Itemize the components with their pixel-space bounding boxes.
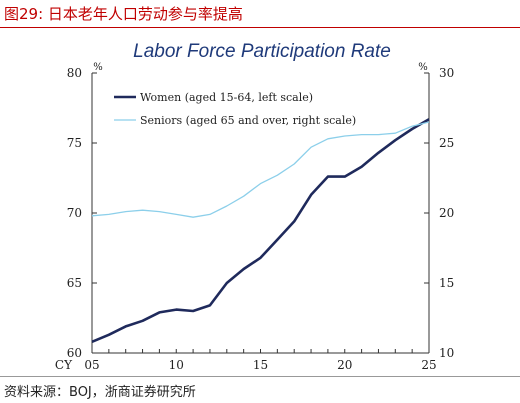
left-tick-label: 60 (67, 346, 82, 360)
x-tick-label: 15 (253, 358, 268, 372)
legend-label: Seniors (aged 65 and over, right scale) (140, 114, 356, 127)
chart-axes: % % 60 65 70 75 80 10 15 20 25 30 05 10 15 20 25 CY (55, 62, 454, 372)
chart-title: Labor Force Participation Rate (133, 41, 391, 62)
left-tick-label: 70 (67, 206, 82, 220)
source-divider (0, 376, 520, 377)
left-tick-label: 65 (67, 276, 82, 290)
right-tick-label: 15 (439, 276, 454, 290)
x-tick-label: 25 (421, 358, 436, 372)
right-tick-label: 30 (439, 66, 454, 80)
series-line-women (91, 118, 430, 343)
left-tick-label: 75 (67, 136, 82, 150)
right-tick-label: 10 (439, 346, 454, 360)
left-tick-label: 80 (67, 66, 82, 80)
source-note: 资料来源：BOJ，浙商证券研究所 (4, 385, 196, 400)
right-tick-label: 20 (439, 206, 454, 220)
x-axis-prefix: CY (55, 358, 73, 372)
right-axis-unit: % (418, 62, 428, 73)
figure-title: 图29: 日本老年人口劳动参与率提高 (4, 5, 243, 23)
title-divider (0, 27, 520, 28)
legend-label: Women (aged 15-64, left scale) (140, 91, 313, 104)
chart-legend: Women (aged 15-64, left scale) Seniors (a… (114, 91, 356, 127)
x-tick-label: 05 (84, 358, 99, 372)
left-axis-unit: % (93, 62, 103, 73)
chart-series (91, 118, 430, 343)
x-tick-label: 10 (169, 358, 184, 372)
right-tick-label: 25 (439, 136, 454, 150)
series-line-seniors (91, 121, 430, 218)
x-tick-label: 20 (337, 358, 352, 372)
